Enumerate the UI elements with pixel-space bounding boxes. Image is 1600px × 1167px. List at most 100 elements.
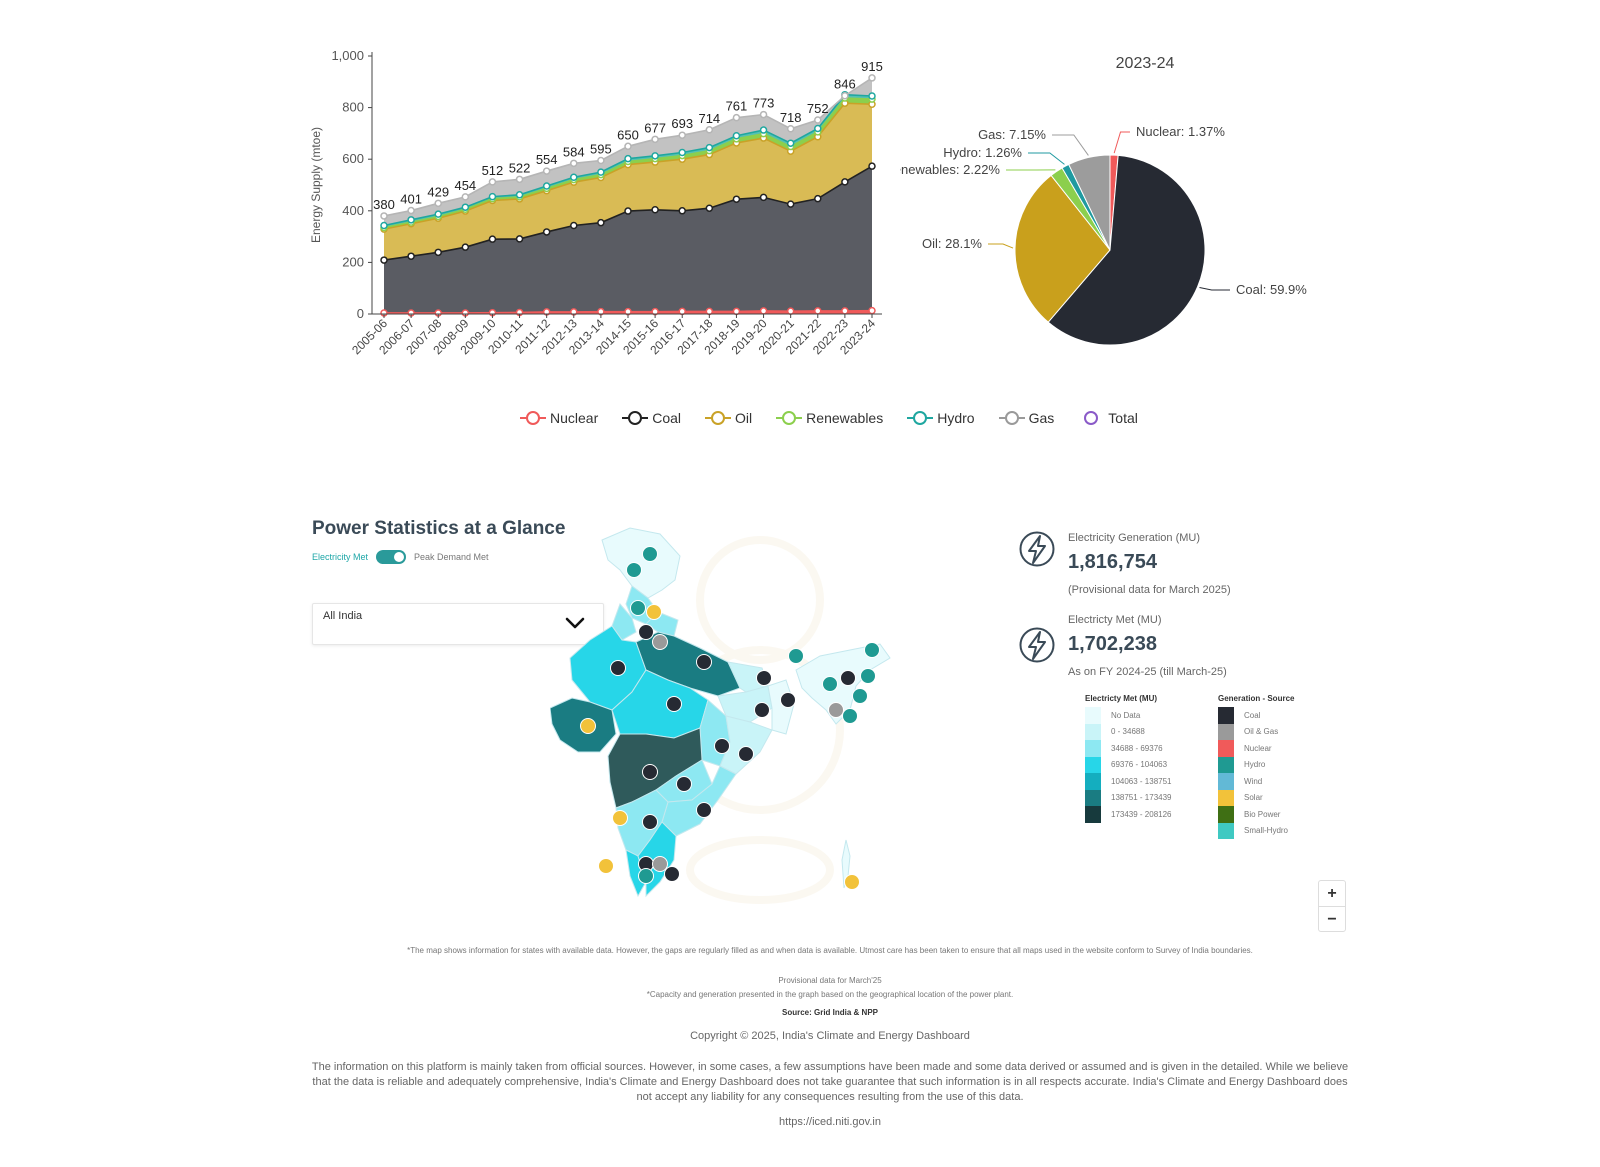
plant-marker-hydro[interactable] (822, 676, 838, 692)
point-nuclear[interactable] (786, 307, 795, 315)
point-gas[interactable] (407, 206, 415, 215)
plant-marker-oil-gas[interactable] (652, 634, 668, 650)
point-coal[interactable] (651, 206, 659, 214)
point-coal[interactable] (407, 252, 415, 260)
legend-item-oil[interactable]: Oil (705, 410, 752, 426)
point-gas[interactable] (434, 199, 442, 208)
point-gas[interactable] (461, 193, 470, 201)
point-hydro[interactable] (434, 210, 442, 218)
india-map[interactable] (550, 520, 930, 920)
plant-marker-coal[interactable] (664, 866, 680, 882)
point-coal[interactable] (678, 207, 686, 215)
legend-item-renewables[interactable]: Renewables (776, 410, 883, 426)
point-gas[interactable] (380, 212, 388, 220)
point-hydro[interactable] (542, 182, 551, 190)
point-hydro[interactable] (380, 221, 388, 230)
point-hydro[interactable] (407, 216, 415, 224)
plant-marker-coal[interactable] (676, 776, 692, 792)
point-nuclear[interactable] (841, 307, 849, 315)
point-coal[interactable] (597, 218, 605, 227)
point-gas[interactable] (759, 110, 768, 119)
point-hydro[interactable] (461, 203, 470, 211)
point-hydro[interactable] (570, 173, 578, 182)
point-hydro[interactable] (786, 139, 795, 147)
plant-marker-oil-gas[interactable] (652, 856, 668, 872)
point-hydro[interactable] (705, 143, 714, 152)
point-coal[interactable] (624, 207, 632, 215)
point-coal[interactable] (705, 204, 714, 212)
plant-marker-coal[interactable] (696, 802, 712, 818)
point-nuclear[interactable] (759, 307, 768, 315)
point-gas[interactable] (705, 126, 714, 134)
pie-slice-gas[interactable] (1068, 154, 1111, 251)
plant-marker-coal[interactable] (714, 738, 730, 754)
point-coal[interactable] (515, 235, 524, 243)
point-coal[interactable] (570, 221, 578, 230)
point-hydro[interactable] (759, 126, 768, 134)
plant-marker-coal[interactable] (780, 692, 796, 708)
site-url-link[interactable]: https://iced.niti.gov.in (779, 1116, 881, 1128)
plant-marker-hydro[interactable] (860, 668, 876, 684)
metric-toggle-switch[interactable] (376, 550, 407, 564)
point-gas[interactable] (488, 178, 497, 186)
state-punjab[interactable] (611, 603, 637, 641)
point-gas[interactable] (624, 142, 632, 151)
point-gas[interactable] (732, 113, 741, 122)
point-coal[interactable] (461, 243, 470, 251)
point-gas[interactable] (841, 91, 849, 100)
zoom-out-button[interactable]: − (1327, 911, 1337, 928)
point-coal[interactable] (841, 178, 849, 186)
point-nuclear[interactable] (814, 307, 822, 315)
legend-item-coal[interactable]: Coal (622, 410, 681, 426)
point-hydro[interactable] (868, 92, 876, 100)
plant-marker-solar[interactable] (580, 718, 596, 734)
plant-marker-solar[interactable] (844, 874, 860, 890)
plant-marker-hydro[interactable] (642, 546, 658, 562)
plant-marker-coal[interactable] (738, 746, 754, 762)
plant-marker-coal[interactable] (666, 696, 682, 712)
plant-marker-hydro[interactable] (638, 868, 654, 884)
plant-marker-solar[interactable] (646, 604, 662, 620)
region-select[interactable]: All India (312, 603, 604, 645)
point-coal[interactable] (786, 200, 795, 208)
point-hydro[interactable] (488, 192, 497, 201)
plant-marker-coal[interactable] (642, 814, 658, 830)
point-coal[interactable] (434, 248, 442, 257)
state-kerala[interactable] (625, 849, 647, 898)
plant-marker-solar[interactable] (598, 858, 614, 874)
plant-marker-hydro[interactable] (788, 648, 804, 664)
toggle-label-electricity-met[interactable]: Electricity Met (312, 552, 369, 562)
point-gas[interactable] (786, 125, 795, 133)
legend-item-total[interactable]: Total (1078, 410, 1138, 426)
point-coal[interactable] (542, 228, 551, 236)
plant-marker-oil-gas[interactable] (828, 702, 844, 718)
plant-marker-coal[interactable] (610, 660, 626, 676)
point-hydro[interactable] (624, 154, 632, 163)
point-coal[interactable] (732, 195, 741, 203)
chevron-down-icon[interactable] (565, 616, 585, 630)
pie-slice-coal[interactable] (1047, 154, 1206, 346)
point-gas[interactable] (814, 116, 822, 124)
plant-marker-hydro[interactable] (842, 708, 858, 724)
plant-markers[interactable] (580, 546, 880, 890)
point-gas[interactable] (542, 167, 551, 175)
point-hydro[interactable] (814, 124, 822, 133)
legend-item-hydro[interactable]: Hydro (907, 410, 975, 426)
point-coal[interactable] (759, 193, 768, 202)
legend-item-gas[interactable]: Gas (998, 410, 1054, 426)
point-gas[interactable] (678, 131, 686, 139)
point-hydro[interactable] (597, 168, 605, 176)
point-nuclear[interactable] (868, 306, 876, 315)
plant-marker-coal[interactable] (638, 624, 654, 640)
point-hydro[interactable] (651, 152, 659, 160)
point-gas[interactable] (515, 175, 524, 184)
point-coal[interactable] (380, 256, 388, 264)
plant-marker-hydro[interactable] (864, 642, 880, 658)
point-coal[interactable] (488, 235, 497, 243)
point-gas[interactable] (597, 156, 605, 165)
plant-marker-solar[interactable] (612, 810, 628, 826)
plant-marker-hydro[interactable] (626, 562, 642, 578)
plant-marker-coal[interactable] (754, 702, 770, 718)
point-hydro[interactable] (678, 148, 686, 157)
point-gas[interactable] (868, 74, 876, 82)
